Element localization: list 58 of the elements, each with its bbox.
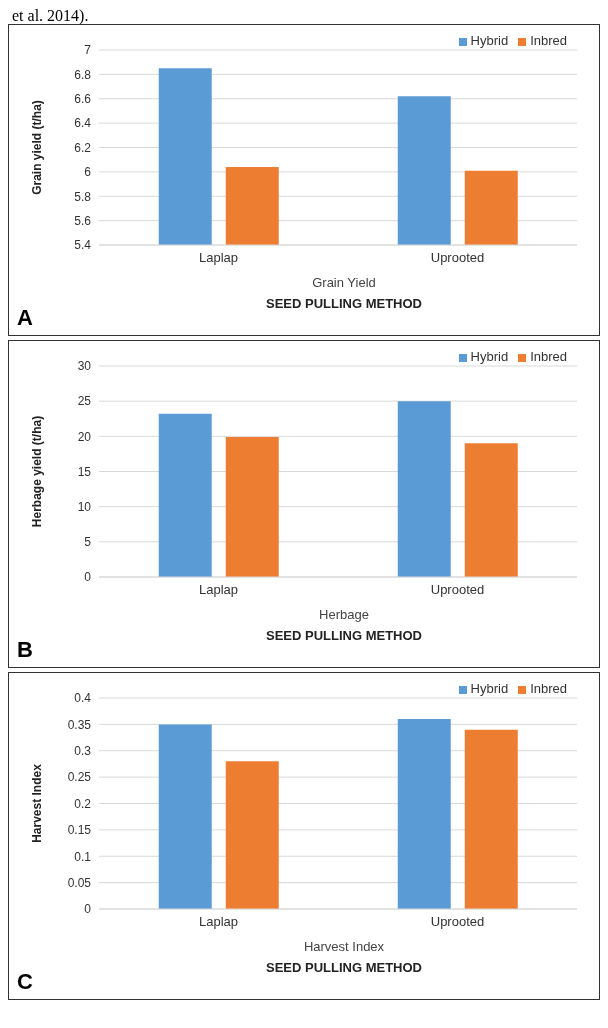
bar [158, 724, 212, 909]
x-tick-label: Laplap [198, 582, 239, 598]
x-tick-label: Laplap [198, 914, 239, 930]
y-tick-label: 0.25 [67, 770, 92, 785]
y-axis-title: Grain yield (t/ha) [30, 100, 45, 195]
legend-label: Inbred [530, 349, 567, 364]
text: Herbage [318, 607, 370, 622]
y-tick-label: 0.15 [67, 823, 92, 838]
y-tick-label: 5.8 [74, 189, 92, 204]
y-tick-label: 0.4 [74, 691, 92, 706]
text: Grain Yield [311, 275, 377, 290]
legend-label: Inbred [530, 681, 567, 696]
y-tick-label: 6 [84, 165, 92, 180]
y-tick-label: 7 [84, 43, 92, 58]
y-tick-label: 6.2 [74, 140, 92, 155]
y-tick-label: 30 [77, 359, 92, 374]
y-tick-label: 0.35 [67, 717, 92, 732]
text: et al. 2014). [12, 7, 90, 24]
y-tick-label: 5.6 [74, 213, 92, 228]
y-tick-label: 20 [77, 429, 92, 444]
y-tick-label: 0.05 [67, 875, 92, 890]
bar [158, 413, 212, 577]
y-tick-label: 0.1 [74, 849, 92, 864]
y-tick-label: 6.6 [74, 92, 92, 107]
legend-label: Hybrid [470, 349, 509, 364]
bar [464, 729, 518, 909]
legend-label: Hybrid [470, 681, 509, 696]
x-axis-title: SEED PULLING METHOD [265, 296, 423, 311]
y-tick-label: 5 [84, 535, 92, 550]
legend-label: Hybrid [470, 33, 509, 48]
y-axis-title: Herbage yield (t/ha) [30, 415, 45, 528]
text: B [17, 637, 33, 663]
x-tick-label: Uprooted [430, 250, 485, 266]
x-tick-label: Uprooted [430, 914, 485, 930]
x-axis-title: SEED PULLING METHOD [265, 628, 423, 643]
bar [225, 761, 279, 909]
x-tick-label: Laplap [198, 250, 239, 266]
text: A [17, 305, 33, 331]
y-axis-title: Harvest Index [30, 763, 45, 843]
bar [464, 443, 518, 577]
bar [397, 401, 451, 577]
text: Harvest Index [302, 939, 386, 954]
y-tick-label: 6.8 [74, 67, 92, 82]
y-tick-label: 5.4 [74, 238, 92, 253]
y-tick-label: 0 [84, 902, 92, 917]
legend-label: Inbred [530, 33, 567, 48]
y-tick-label: 0.3 [74, 744, 92, 759]
y-tick-label: 6.4 [74, 116, 92, 131]
x-axis-title: SEED PULLING METHOD [265, 960, 423, 975]
y-tick-label: 25 [77, 394, 92, 409]
x-tick-label: Uprooted [430, 582, 485, 598]
y-tick-label: 0.2 [74, 796, 92, 811]
text: C [17, 969, 33, 995]
y-tick-label: 15 [77, 464, 92, 479]
y-tick-label: 10 [77, 499, 92, 514]
y-tick-label: 0 [84, 570, 92, 585]
bar [397, 719, 451, 909]
bar [225, 437, 279, 577]
